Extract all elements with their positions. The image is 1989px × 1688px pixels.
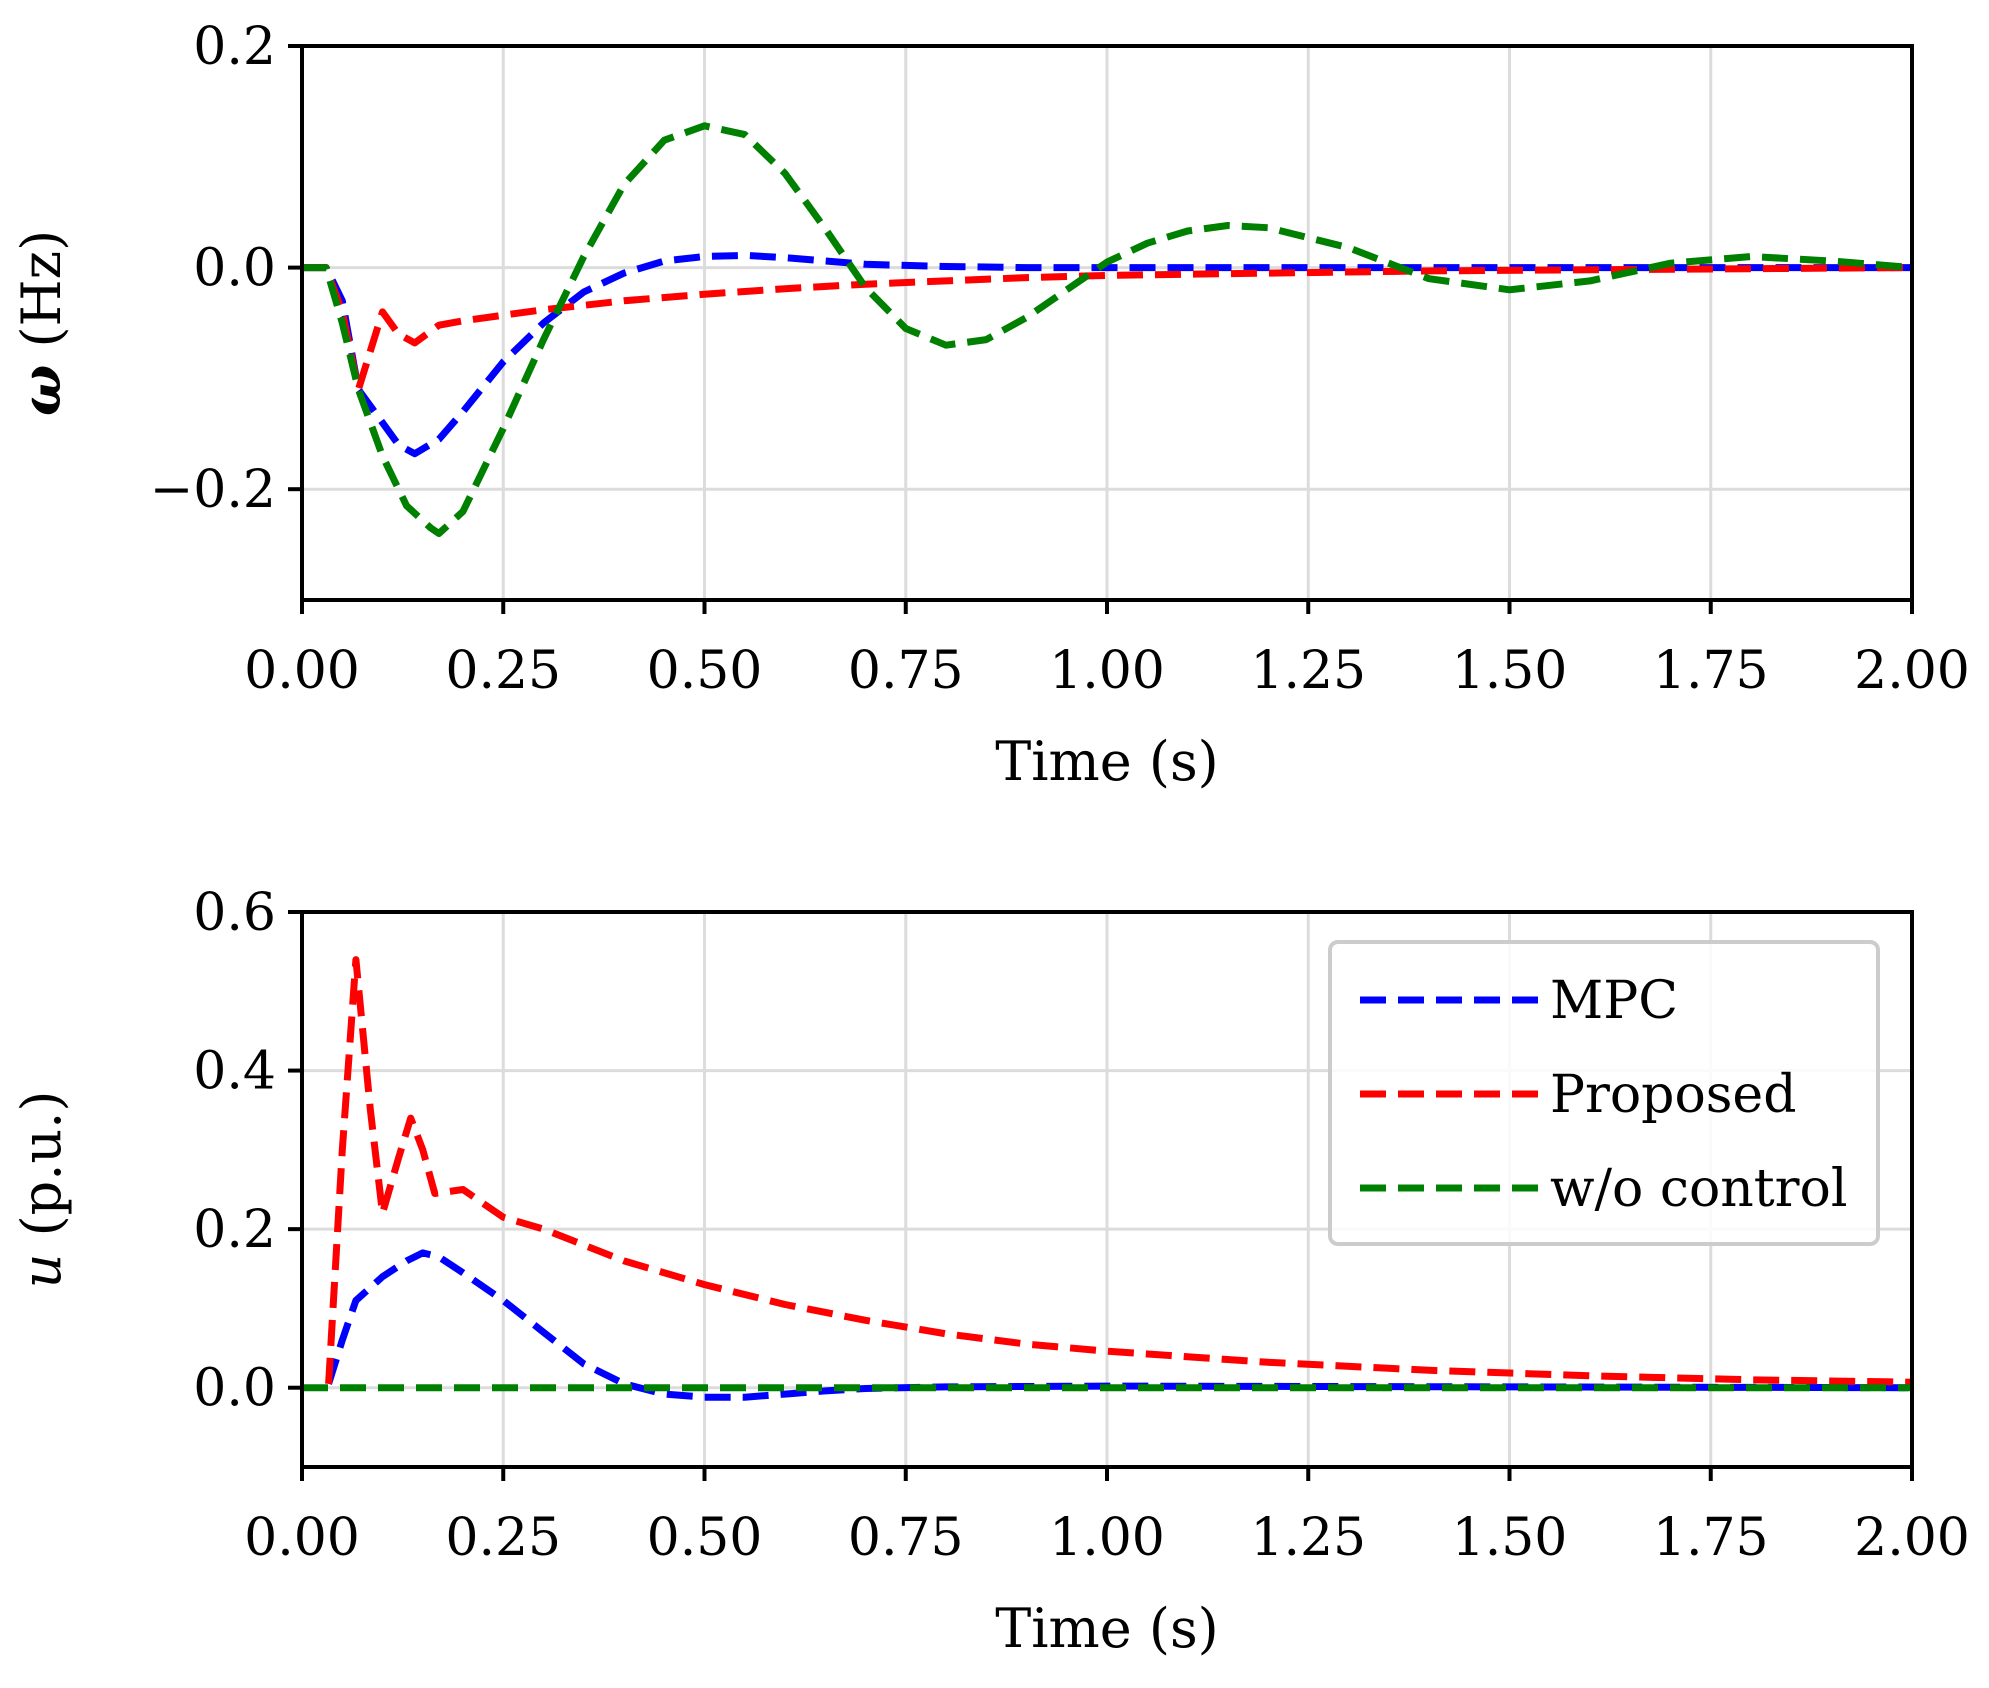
legend-label-proposed: Proposed bbox=[1550, 1065, 1797, 1125]
frequency-panel: 0.00 0.25 0.50 0.75 1.00 1.25 1.50 1.75 2.00 −0.2… bbox=[9, 17, 1970, 793]
legend-entry-mpc: MPC bbox=[1360, 971, 1678, 1031]
frequency-ticks: 0.00 0.25 0.50 0.75 1.00 1.25 1.50 1.75 2.00 −0.2… bbox=[150, 17, 1970, 701]
frequency-y-tick-label: 0.2 bbox=[193, 17, 276, 77]
control-input-x-tick-label: 1.25 bbox=[1250, 1508, 1366, 1568]
legend-entry-without-control: w/o control bbox=[1360, 1159, 1847, 1219]
control-input-x-tick-label: 0.50 bbox=[647, 1508, 763, 1568]
control-input-series-proposed bbox=[325, 956, 1913, 1386]
control-input-y-axis-unit: (p.u.) bbox=[10, 1091, 73, 1254]
control-input-series-mpc bbox=[325, 1249, 1913, 1401]
frequency-x-tick-label: 1.25 bbox=[1250, 641, 1366, 701]
control-input-x-tick-label: 0.75 bbox=[848, 1508, 964, 1568]
control-input-x-axis-label: Time (s) bbox=[995, 1597, 1218, 1660]
control-input-x-tick-label: 0.00 bbox=[244, 1508, 360, 1568]
frequency-lines bbox=[302, 122, 1913, 537]
control-input-panel: 0.00 0.25 0.50 0.75 1.00 1.25 1.50 1.75 2.00 0.0 0… bbox=[10, 883, 1970, 1660]
legend: MPC Proposed w/o control bbox=[1328, 940, 1880, 1246]
control-input-y-tick-label: 0.0 bbox=[193, 1359, 276, 1419]
control-input-x-tick-label: 1.50 bbox=[1452, 1508, 1568, 1568]
frequency-series-mpc bbox=[302, 251, 1912, 458]
control-input-y-tick-label: 0.6 bbox=[193, 883, 276, 943]
control-input-x-tick-label: 2.00 bbox=[1854, 1508, 1970, 1568]
legend-frame bbox=[1328, 940, 1880, 1246]
frequency-y-axis-symbol: ω bbox=[9, 365, 73, 416]
frequency-x-tick-label: 0.25 bbox=[445, 641, 561, 701]
control-input-y-axis-symbol: u bbox=[10, 1254, 73, 1289]
frequency-y-tick-label: −0.2 bbox=[150, 460, 276, 520]
control-input-y-axis-label: u (p.u.) bbox=[10, 1091, 73, 1289]
control-input-y-tick-label: 0.4 bbox=[193, 1042, 276, 1102]
control-input-x-tick-label: 0.25 bbox=[445, 1508, 561, 1568]
frequency-x-tick-label: 2.00 bbox=[1854, 641, 1970, 701]
frequency-x-tick-label: 1.50 bbox=[1452, 641, 1568, 701]
frequency-x-tick-label: 0.00 bbox=[244, 641, 360, 701]
frequency-y-axis-label: ω (Hz) bbox=[9, 230, 73, 416]
frequency-x-axis-label: Time (s) bbox=[995, 730, 1218, 793]
frequency-series-proposed bbox=[302, 264, 1913, 393]
frequency-x-tick-label: 0.75 bbox=[848, 641, 964, 701]
frequency-x-tick-label: 1.00 bbox=[1049, 641, 1165, 701]
legend-label-without-control: w/o control bbox=[1550, 1159, 1847, 1219]
control-input-y-tick-label: 0.2 bbox=[193, 1200, 276, 1260]
frequency-series-w-o-control bbox=[302, 122, 1913, 537]
control-input-x-tick-label: 1.00 bbox=[1049, 1508, 1165, 1568]
frequency-y-tick-label: 0.0 bbox=[193, 239, 276, 299]
control-input-ticks: 0.00 0.25 0.50 0.75 1.00 1.25 1.50 1.75 2.00 0.0 0… bbox=[193, 883, 1970, 1568]
control-input-lines bbox=[302, 956, 1913, 1401]
frequency-y-axis-unit: (Hz) bbox=[10, 230, 73, 365]
legend-label-mpc: MPC bbox=[1550, 971, 1678, 1031]
legend-entry-proposed: Proposed bbox=[1360, 1065, 1797, 1125]
frequency-x-tick-label: 0.50 bbox=[647, 641, 763, 701]
control-input-x-tick-label: 1.75 bbox=[1653, 1508, 1769, 1568]
frequency-x-tick-label: 1.75 bbox=[1653, 641, 1769, 701]
